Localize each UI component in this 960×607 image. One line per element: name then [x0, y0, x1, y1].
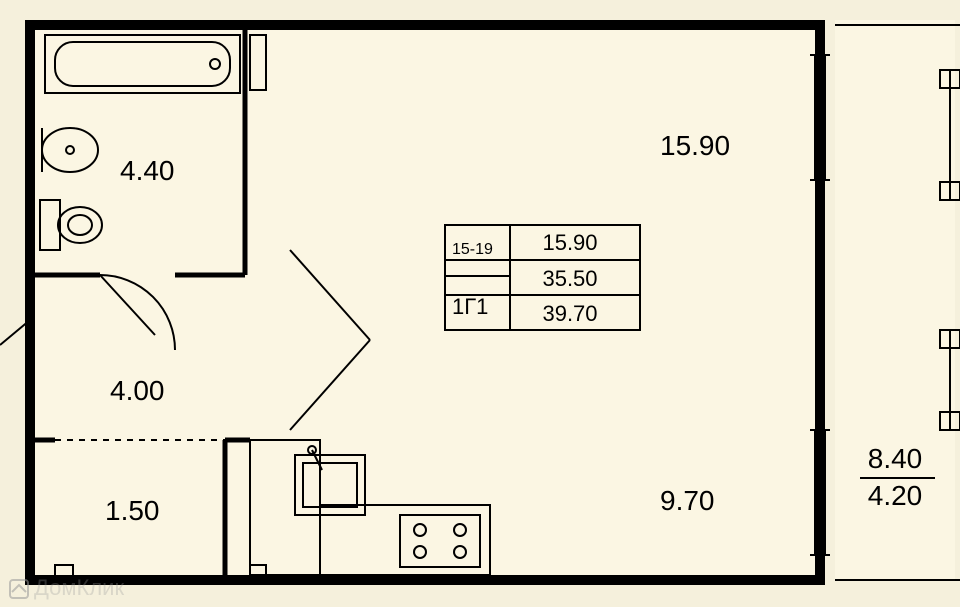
info-type: 1Г1 — [452, 294, 488, 319]
label-balcony-gross: 8.40 — [868, 443, 923, 474]
info-living: 15.90 — [542, 230, 597, 255]
label-balcony-net: 4.20 — [868, 480, 923, 511]
info-floors: 15-19 — [452, 241, 493, 258]
label-living: 15.90 — [660, 130, 730, 161]
label-hall: 4.00 — [110, 375, 165, 406]
info-usable: 35.50 — [542, 266, 597, 291]
floor-plan: 15-19 1Г1 15.90 35.50 39.70 4.40 4.00 1.… — [0, 0, 960, 607]
label-bathroom: 4.40 — [120, 155, 175, 186]
svg-text:ДомКлик: ДомКлик — [34, 575, 124, 600]
info-total: 39.70 — [542, 301, 597, 326]
label-kitchen: 9.70 — [660, 485, 715, 516]
label-storage: 1.50 — [105, 495, 160, 526]
